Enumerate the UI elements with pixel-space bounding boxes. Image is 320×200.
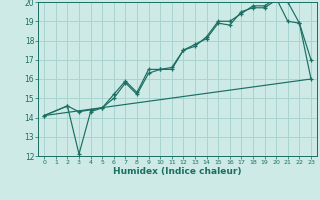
X-axis label: Humidex (Indice chaleur): Humidex (Indice chaleur) (113, 167, 242, 176)
